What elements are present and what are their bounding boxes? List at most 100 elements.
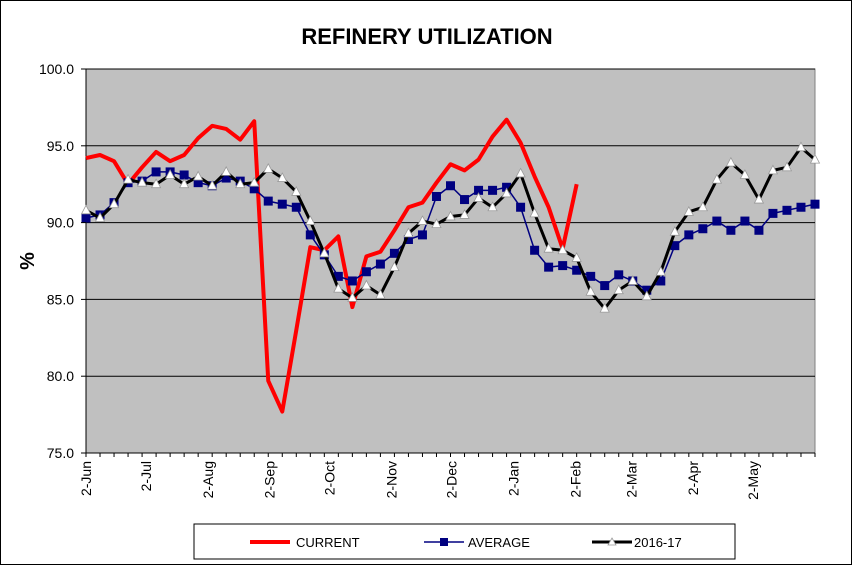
x-tick-label: 2-Jan — [505, 461, 521, 496]
data-point — [586, 271, 596, 281]
data-point — [277, 172, 288, 182]
chart-legend: CURRENT AVERAGE 2016-17 — [193, 523, 736, 560]
data-point — [502, 182, 512, 192]
legend-marker-2016-17 — [607, 537, 617, 546]
data-point — [810, 199, 820, 209]
data-point — [403, 227, 414, 238]
data-point — [557, 244, 568, 255]
data-point — [417, 215, 428, 225]
data-point — [249, 176, 260, 187]
data-point — [375, 259, 385, 269]
legend-label-average: AVERAGE — [468, 535, 530, 550]
data-point — [488, 185, 498, 195]
data-point — [460, 195, 470, 205]
data-point — [697, 201, 709, 212]
data-point — [669, 225, 680, 236]
data-point — [473, 192, 484, 202]
chart-title: REFINERY UTILIZATION — [301, 24, 552, 49]
x-tick-label: 2-Oct — [322, 461, 338, 495]
data-point — [459, 209, 470, 219]
data-point — [249, 184, 259, 194]
data-point — [768, 208, 778, 218]
data-point — [445, 210, 456, 221]
data-point — [753, 193, 765, 204]
data-point — [235, 178, 246, 189]
data-point — [754, 225, 764, 235]
data-point — [263, 162, 274, 173]
data-point — [726, 225, 736, 235]
x-tick-label: 2-Feb — [567, 461, 583, 498]
x-tick-label: 2-Nov — [384, 461, 400, 498]
data-point — [361, 267, 371, 277]
data-point — [600, 281, 610, 291]
legend-label-current: CURRENT — [296, 535, 360, 550]
data-point — [361, 279, 372, 290]
data-point — [515, 167, 526, 178]
data-point — [809, 153, 821, 164]
x-tick-label: 2-Dec — [443, 461, 459, 498]
data-point — [221, 173, 231, 183]
data-point — [642, 285, 652, 295]
data-point — [641, 290, 652, 301]
data-point — [544, 262, 554, 272]
data-point — [221, 166, 232, 176]
data-point — [136, 176, 148, 187]
data-point — [782, 205, 792, 215]
data-point — [179, 170, 189, 180]
plot-area — [85, 68, 816, 454]
data-point — [627, 275, 638, 285]
data-point — [585, 285, 596, 296]
data-point — [333, 271, 343, 281]
data-point — [725, 156, 737, 167]
data-point — [150, 178, 162, 189]
data-point — [698, 224, 708, 234]
series-2016-17 — [80, 141, 821, 313]
data-point — [347, 276, 357, 286]
data-point — [417, 230, 427, 240]
data-point — [94, 212, 106, 222]
data-point — [164, 169, 176, 179]
y-tick-label: 80.0 — [47, 368, 74, 384]
data-point — [277, 199, 287, 209]
data-point — [501, 187, 512, 198]
data-point — [740, 216, 750, 226]
data-point — [263, 196, 273, 206]
data-point — [683, 205, 694, 216]
data-point — [122, 173, 134, 184]
data-point — [795, 141, 807, 152]
data-point — [599, 302, 610, 313]
data-point — [431, 191, 441, 201]
x-tick-label: 2-May — [745, 461, 761, 500]
x-tick-label: 2-Sep — [262, 461, 278, 499]
data-point — [207, 179, 218, 190]
data-point — [403, 234, 413, 244]
data-point — [739, 169, 751, 179]
data-point — [389, 248, 399, 258]
data-point — [319, 247, 330, 258]
data-point — [614, 270, 624, 280]
y-axis-label: % — [17, 252, 39, 270]
data-point — [530, 245, 540, 255]
data-point — [543, 242, 554, 253]
legend-label-2016-17: 2016-17 — [634, 535, 682, 550]
x-tick-label: 2-Aug — [200, 461, 216, 498]
data-point — [781, 161, 793, 172]
data-point — [711, 173, 723, 184]
data-point — [347, 292, 358, 302]
data-point — [446, 181, 455, 191]
data-point — [474, 185, 484, 195]
data-point — [193, 178, 203, 188]
legend-marker-average — [440, 538, 448, 546]
data-point — [305, 230, 315, 240]
y-tick-label: 85.0 — [47, 291, 74, 307]
data-point — [389, 261, 400, 272]
data-point — [571, 252, 582, 262]
data-point — [178, 178, 190, 189]
x-tick-label: 2-Jul — [138, 461, 154, 491]
data-point — [81, 213, 91, 223]
data-point — [305, 215, 316, 225]
data-point — [656, 276, 666, 286]
data-point — [151, 167, 161, 177]
y-tick-label: 75.0 — [47, 445, 74, 461]
